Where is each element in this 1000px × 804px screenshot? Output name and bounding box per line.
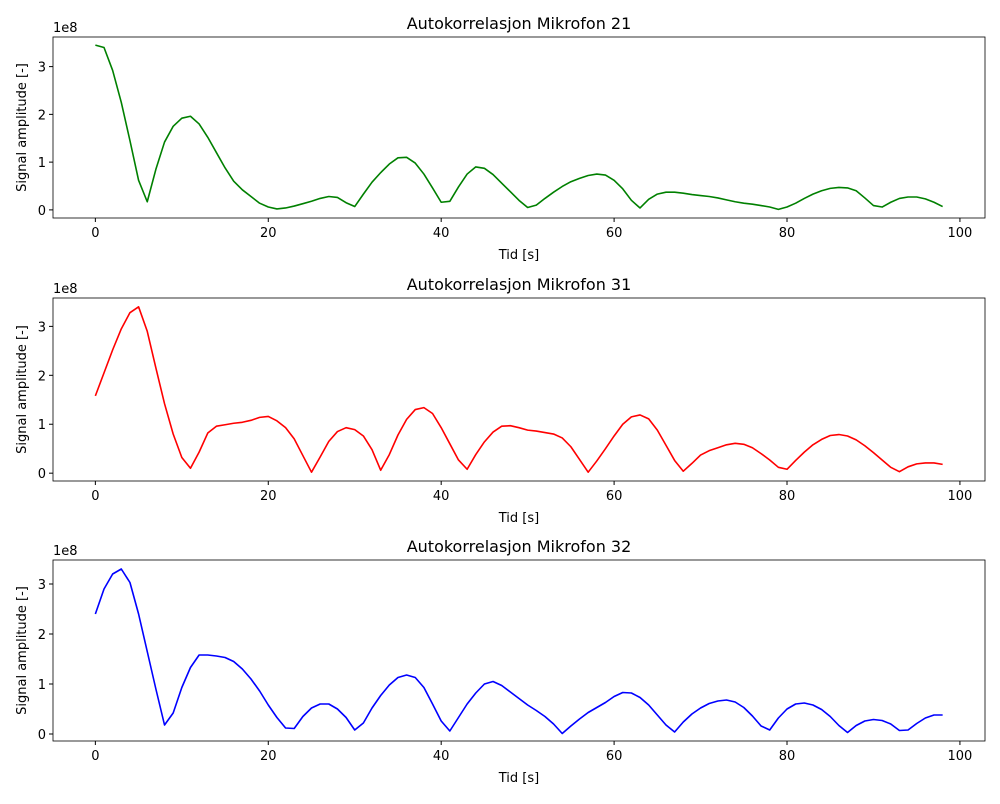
x-tick-label: 40: [433, 749, 450, 764]
offset-label: 1e8: [53, 282, 78, 297]
data-line: [94, 306, 943, 473]
y-tick-label: 3: [38, 61, 46, 76]
y-axis-label: Signal amplitude [-]: [15, 586, 30, 715]
data-line: [94, 568, 943, 735]
x-tick-label: 0: [91, 226, 99, 241]
x-tick-label: 80: [779, 226, 796, 241]
y-tick-label: 2: [38, 628, 46, 643]
x-tick-label: 60: [606, 749, 623, 764]
x-tick-label: 100: [948, 749, 973, 764]
offset-label: 1e8: [53, 21, 78, 36]
y-axis-label: Signal amplitude [-]: [15, 63, 30, 192]
x-tick-label: 20: [260, 226, 277, 241]
x-tick-label: 60: [606, 489, 623, 504]
chart-title: Autokorrelasjon Mikrofon 31: [407, 275, 632, 294]
plot-frame: [52, 559, 986, 742]
y-tick-label: 0: [38, 728, 46, 743]
chart-title: Autokorrelasjon Mikrofon 21: [407, 14, 632, 33]
y-tick-label: 1: [38, 678, 46, 693]
x-axis-label: Tid [s]: [498, 511, 539, 526]
y-tick-label: 2: [38, 108, 46, 123]
plot-frame: [52, 36, 986, 219]
plot-frame: [52, 297, 986, 482]
y-axis-label: Signal amplitude [-]: [15, 325, 30, 454]
y-tick-label: 2: [38, 369, 46, 384]
x-tick-label: 20: [260, 489, 277, 504]
data-line: [95, 44, 943, 211]
x-tick-label: 80: [779, 749, 796, 764]
x-tick-label: 0: [91, 489, 99, 504]
x-axis-label: Tid [s]: [498, 248, 539, 263]
x-tick-label: 60: [606, 226, 623, 241]
x-tick-label: 0: [91, 749, 99, 764]
x-tick-label: 40: [433, 489, 450, 504]
y-tick-label: 0: [38, 467, 46, 482]
x-tick-label: 20: [260, 749, 277, 764]
y-tick-label: 3: [38, 578, 46, 593]
y-tick-label: 0: [38, 204, 46, 219]
x-tick-label: 100: [948, 489, 973, 504]
x-tick-label: 80: [779, 489, 796, 504]
x-tick-label: 100: [948, 226, 973, 241]
x-axis-label: Tid [s]: [498, 771, 539, 786]
offset-label: 1e8: [53, 544, 78, 559]
chart-title: Autokorrelasjon Mikrofon 32: [407, 537, 632, 556]
y-tick-label: 1: [38, 156, 46, 171]
y-tick-label: 1: [38, 418, 46, 433]
y-tick-label: 3: [38, 320, 46, 335]
x-tick-label: 40: [433, 226, 450, 241]
